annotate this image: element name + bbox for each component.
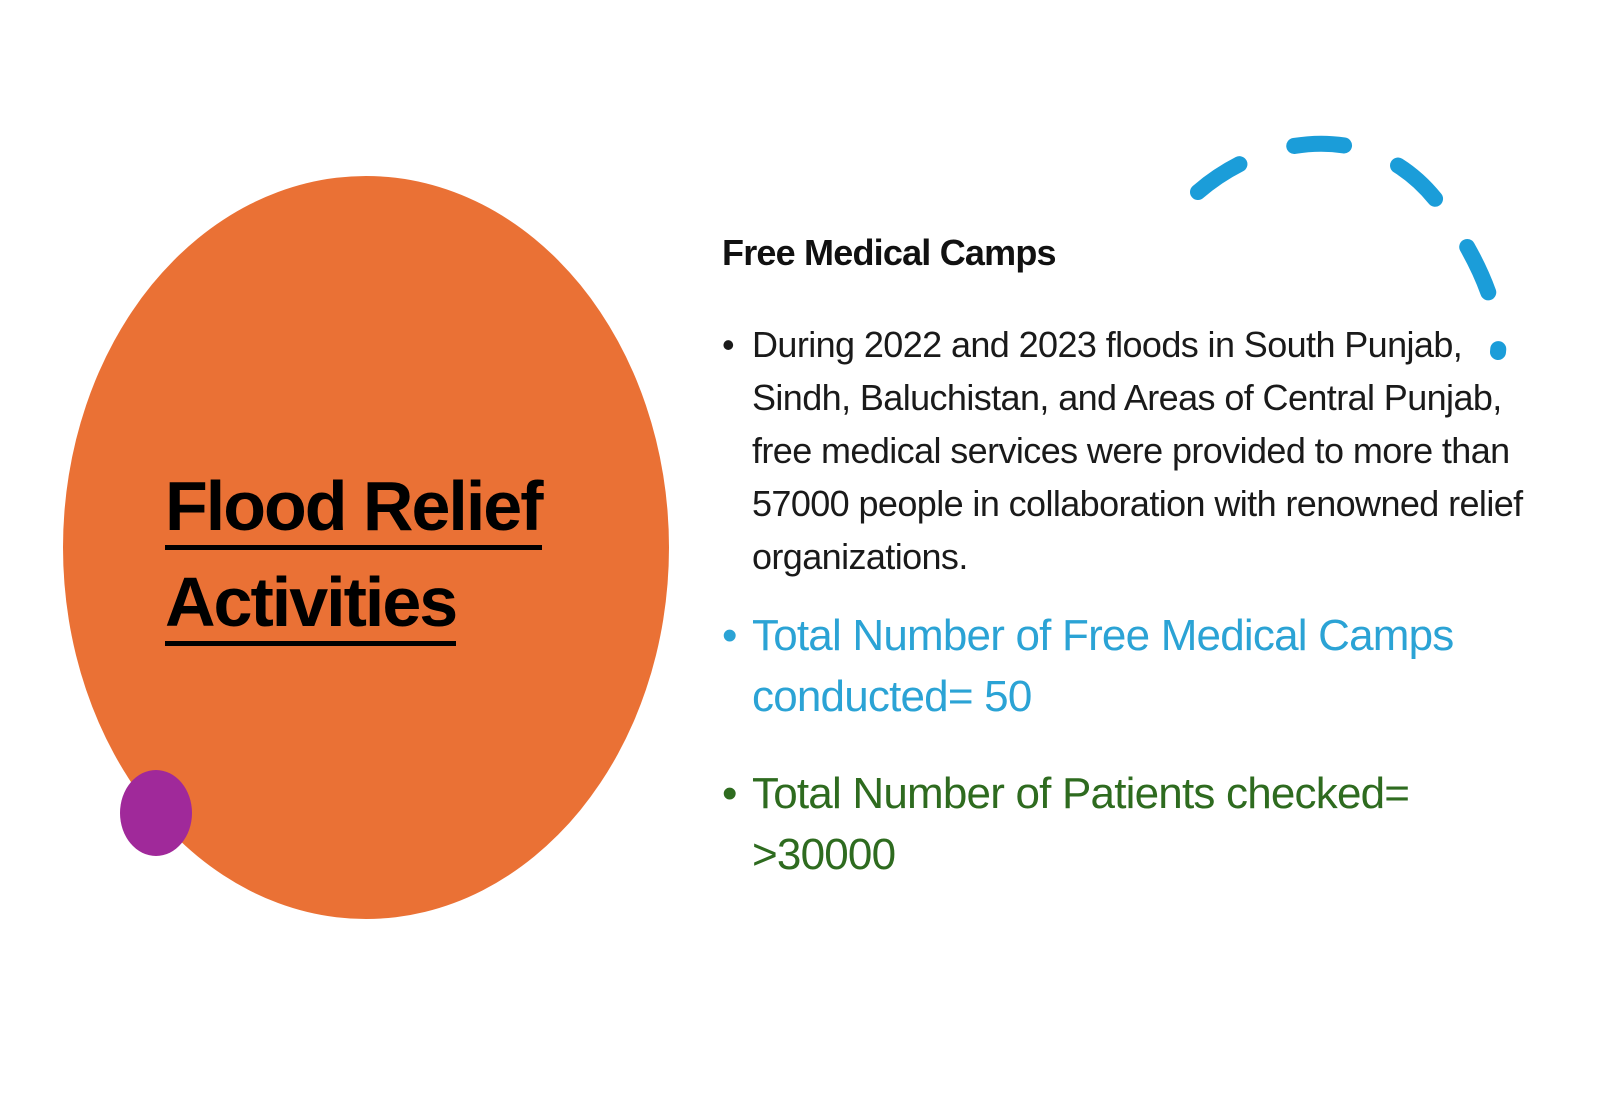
bullet-text: During 2022 and 2023 floods in South Pun…	[752, 324, 1523, 577]
bullet-icon: •	[722, 769, 737, 818]
bullet-icon: •	[722, 611, 737, 660]
bullet-list: • During 2022 and 2023 floods in South P…	[722, 318, 1542, 885]
section-heading: Free Medical Camps	[722, 232, 1057, 273]
purple-dot	[120, 770, 192, 856]
title-line-1: Flood Relief	[165, 467, 544, 550]
slide-title: Flood Relief Activities	[165, 458, 605, 650]
bullet-item-camps: • Total Number of Free Medical Camps con…	[722, 605, 1542, 727]
title-line-2: Activities	[165, 563, 458, 646]
bullet-icon: •	[722, 324, 735, 365]
bullet-item-patients: • Total Number of Patients checked= >300…	[722, 763, 1542, 885]
bullet-text: Total Number of Patients checked= >30000	[752, 769, 1410, 879]
bullet-text: Total Number of Free Medical Camps condu…	[752, 611, 1454, 721]
bullet-item-outreach: • During 2022 and 2023 floods in South P…	[722, 318, 1542, 583]
dashed-arc-decoration	[1190, 135, 1507, 360]
